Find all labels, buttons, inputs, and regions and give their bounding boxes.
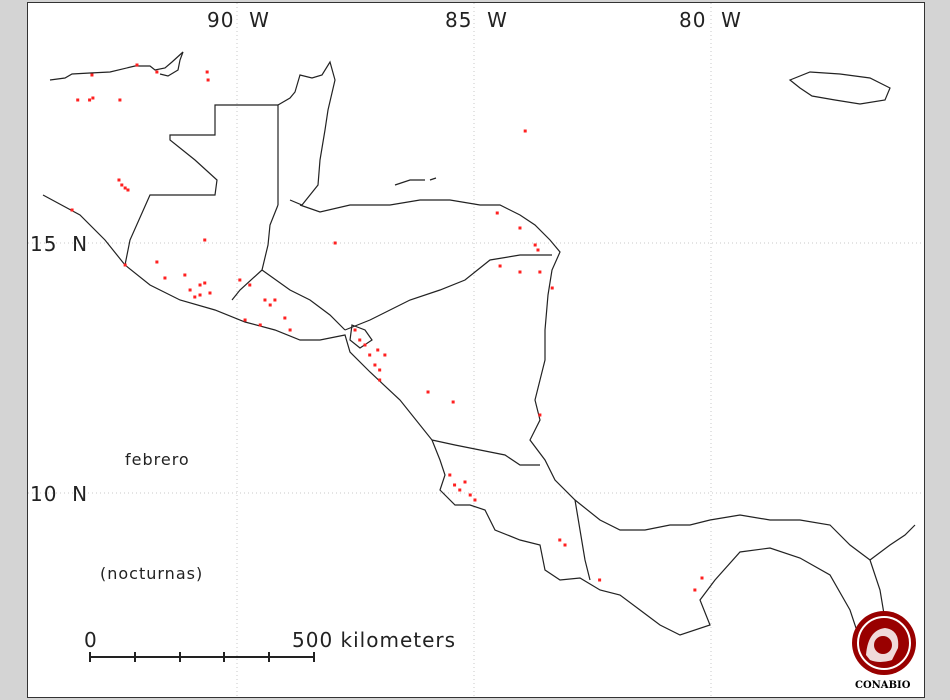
longitude-label-90w: 90 W	[207, 8, 270, 32]
fire-point	[538, 270, 542, 274]
fire-point	[363, 343, 367, 347]
fire-point	[373, 363, 377, 367]
fire-point	[563, 543, 567, 547]
subtitle-label: (nocturnas)	[100, 564, 204, 583]
fire-point	[383, 353, 387, 357]
fire-point	[206, 78, 210, 82]
fire-point	[448, 473, 452, 477]
fire-point	[183, 273, 187, 277]
fire-point	[468, 493, 472, 497]
fire-point	[533, 243, 537, 247]
longitude-label-80w: 80 W	[679, 8, 742, 32]
fire-point	[333, 241, 337, 245]
fire-point	[598, 578, 602, 582]
conabio-logo	[852, 611, 916, 675]
fire-point	[123, 263, 127, 267]
border-costarica-panama	[574, 499, 591, 581]
fire-point	[203, 281, 207, 285]
lake-nicaragua	[349, 324, 373, 349]
yucatan-north-coast	[49, 51, 184, 81]
fire-point	[378, 368, 382, 372]
fire-point	[458, 488, 462, 492]
latitude-label-15n: 15 N	[30, 232, 89, 256]
fire-point	[263, 298, 267, 302]
fire-point	[376, 348, 380, 352]
fire-point	[368, 353, 372, 357]
fire-point	[288, 328, 292, 332]
pacific-coast	[42, 194, 871, 661]
fire-point	[463, 480, 467, 484]
fire-point	[558, 538, 562, 542]
scale-bar	[89, 652, 315, 662]
fire-points	[70, 63, 704, 592]
fire-point	[426, 390, 430, 394]
fire-point	[693, 588, 697, 592]
border-mexico-guatemala	[124, 104, 279, 266]
latitude-label-10n: 10 N	[30, 482, 89, 506]
border-nicaragua-costarica	[431, 439, 540, 466]
fire-point	[120, 183, 124, 187]
fire-point	[208, 291, 212, 295]
caribbean-coast	[299, 199, 916, 561]
fire-point	[258, 323, 262, 327]
fire-point	[451, 400, 455, 404]
scale-end-label: 500 kilometers	[292, 628, 457, 652]
longitude-label-85w: 85 W	[445, 8, 508, 32]
fire-point	[283, 316, 287, 320]
fire-point	[88, 98, 92, 102]
belize-yucatan-east-coast	[277, 60, 336, 206]
scale-start-label: 0	[84, 628, 98, 652]
fire-point	[498, 264, 502, 268]
coastlines	[42, 51, 916, 661]
fire-point	[273, 298, 277, 302]
fire-point	[700, 576, 704, 580]
month-label: febrero	[125, 450, 190, 469]
fire-point	[155, 70, 159, 74]
graticule	[28, 3, 924, 697]
map-frame	[27, 2, 925, 698]
fire-point	[163, 276, 167, 280]
fire-point	[203, 238, 207, 242]
jamaica-outline	[788, 71, 891, 105]
bay-islands	[394, 177, 437, 186]
fire-point	[523, 129, 527, 133]
fire-point	[91, 96, 95, 100]
fire-point	[268, 303, 272, 307]
fire-point	[198, 283, 202, 287]
fire-point	[188, 288, 192, 292]
fire-point	[518, 226, 522, 230]
fire-point	[353, 328, 357, 332]
fire-point	[536, 248, 540, 252]
fire-point	[243, 318, 247, 322]
fire-point	[118, 98, 122, 102]
fire-point	[117, 178, 121, 182]
fire-point	[473, 498, 477, 502]
fire-point	[378, 378, 382, 382]
fire-point	[205, 70, 209, 74]
fire-point	[70, 208, 74, 212]
border-honduras-elsalvador	[261, 269, 346, 331]
fire-point	[123, 186, 127, 190]
fire-point	[198, 293, 202, 297]
logo-text: CONABIO	[855, 680, 911, 691]
fire-point	[358, 338, 362, 342]
fire-point	[248, 283, 252, 287]
border-guatemala-honduras-elsalvador	[231, 204, 279, 301]
fire-point	[453, 483, 457, 487]
fire-point	[550, 286, 554, 290]
fire-point	[90, 73, 94, 77]
fire-point	[126, 188, 130, 192]
fire-point	[135, 63, 139, 67]
fire-point	[193, 295, 197, 299]
fire-point	[76, 98, 80, 102]
fire-point	[238, 278, 242, 282]
fire-point	[538, 413, 542, 417]
fire-point	[495, 211, 499, 215]
border-honduras-nicaragua	[344, 254, 552, 331]
fire-point	[155, 260, 159, 264]
fire-point	[518, 270, 522, 274]
